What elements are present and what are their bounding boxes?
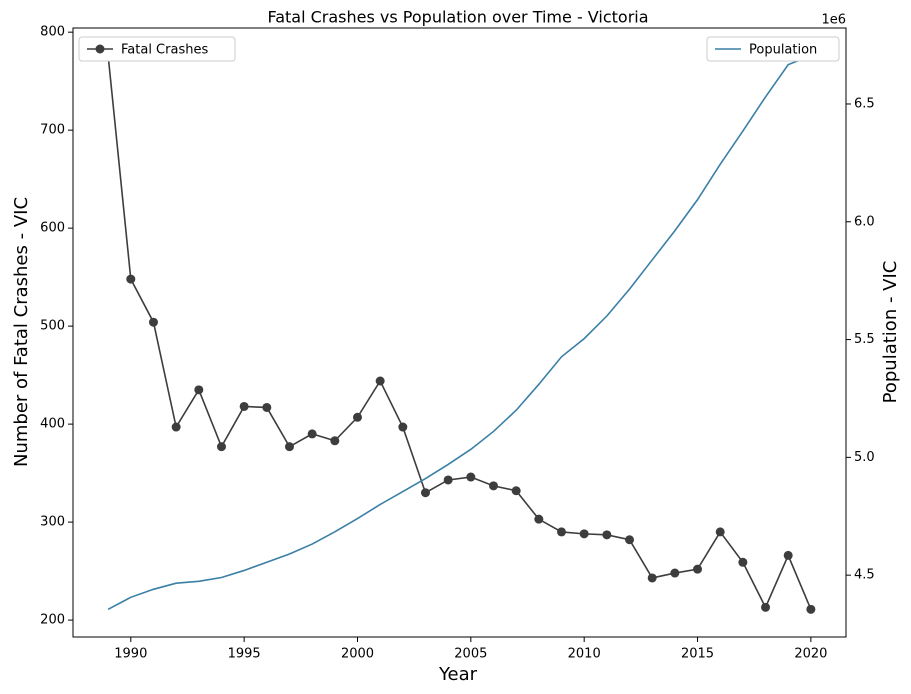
- series-marker: [284, 442, 294, 452]
- series-marker: [738, 557, 748, 567]
- series-marker: [489, 481, 499, 491]
- series-marker: [352, 412, 362, 422]
- series-marker: [466, 472, 476, 482]
- y-tick-label: 300: [40, 515, 65, 530]
- series-marker: [557, 527, 567, 537]
- series-marker: [783, 550, 793, 560]
- y-tick-label: 600: [40, 221, 65, 236]
- series-marker: [715, 527, 725, 537]
- series-marker: [602, 530, 612, 540]
- x-tick-label: 2010: [568, 647, 601, 662]
- plot-frame: [72, 27, 847, 638]
- x-axis-label: Year: [438, 664, 478, 685]
- y2-offset-label: 1e6: [821, 13, 846, 28]
- legend-box: [706, 36, 840, 62]
- x-tick-label: 2020: [794, 647, 827, 662]
- y-tick-label: 500: [40, 319, 65, 334]
- series-marker: [693, 564, 703, 574]
- series-marker: [511, 486, 521, 496]
- series-marker: [126, 274, 136, 284]
- series-marker: [625, 535, 635, 545]
- series-line: [107, 54, 812, 611]
- legend: Fatal Crashes: [78, 36, 236, 62]
- series-marker: [330, 436, 340, 446]
- series-marker: [761, 602, 771, 612]
- series-marker: [171, 422, 181, 432]
- y2-tick-label: 5.5: [854, 332, 875, 347]
- legend-marker: [95, 44, 105, 54]
- y2-tick-label: 6.0: [854, 214, 875, 229]
- series-marker: [375, 376, 385, 386]
- y-tick-label: 200: [40, 613, 65, 628]
- y2-tick-label: 4.5: [854, 568, 875, 583]
- series-marker: [262, 402, 272, 412]
- y2-tick-label: 5.0: [854, 450, 875, 465]
- series-marker: [647, 573, 657, 583]
- y-tick-label: 400: [40, 417, 65, 432]
- series-marker: [443, 475, 453, 485]
- y-tick-label: 700: [40, 123, 65, 138]
- y2-tick-label: 6.5: [854, 96, 875, 111]
- series-marker: [806, 604, 816, 614]
- series-marker: [398, 422, 408, 432]
- x-tick-label: 1990: [114, 647, 147, 662]
- legend-label: Population: [749, 43, 817, 58]
- series-marker: [670, 568, 680, 578]
- legend-box: [78, 36, 236, 62]
- x-tick-label: 2000: [341, 647, 374, 662]
- legend-label: Fatal Crashes: [121, 43, 208, 58]
- series-marker: [148, 317, 158, 327]
- series-marker: [307, 429, 317, 439]
- y-axis-label: Number of Fatal Crashes - VIC: [11, 197, 32, 467]
- series-marker: [534, 514, 544, 524]
- series-marker: [420, 488, 430, 498]
- x-tick-label: 2005: [454, 647, 487, 662]
- chart-title: Fatal Crashes vs Population over Time - …: [267, 8, 648, 27]
- y-tick-label: 800: [40, 25, 65, 40]
- series-marker: [239, 401, 249, 411]
- x-tick-label: 2015: [681, 647, 714, 662]
- legend: Population: [706, 36, 840, 62]
- series-marker: [216, 442, 226, 452]
- y2-axis-label: Population - VIC: [880, 261, 901, 404]
- x-tick-label: 1995: [228, 647, 261, 662]
- series-marker: [194, 385, 204, 395]
- series-marker: [579, 529, 589, 539]
